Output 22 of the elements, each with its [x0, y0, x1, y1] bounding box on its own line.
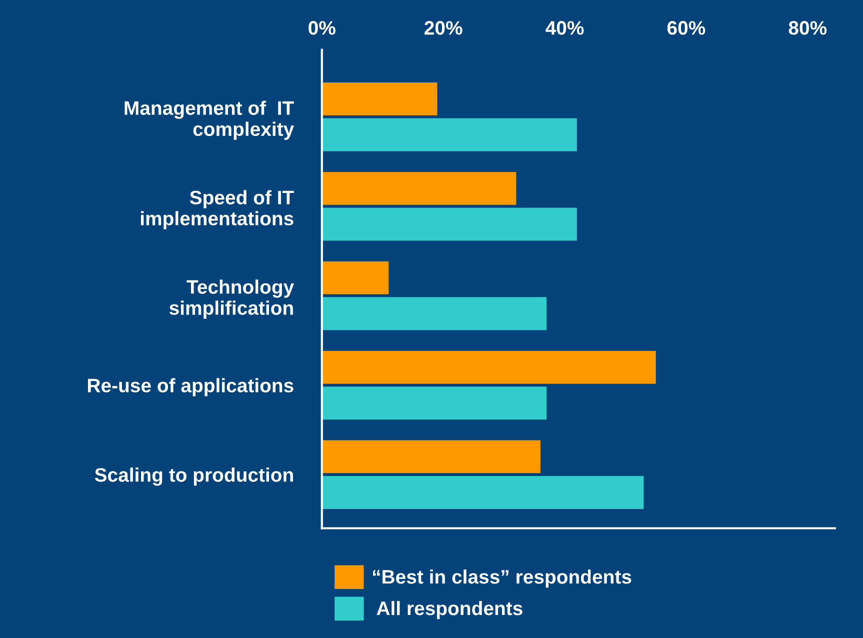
x-tick-label: 60%	[667, 21, 706, 35]
bar	[322, 172, 516, 205]
x-tick-label: 20%	[424, 21, 462, 35]
bar	[322, 82, 438, 116]
legend-label: “Best in class” respondents	[372, 569, 632, 588]
bar	[322, 440, 540, 474]
y-tick-label: Management of IT complexity	[124, 100, 294, 140]
y-tick-label: Technology simplification	[169, 280, 294, 319]
x-tick-label: 0%	[308, 21, 336, 35]
x-tick-label: 40%	[546, 21, 584, 35]
legend-label: All respondents	[376, 600, 522, 620]
bar	[322, 261, 389, 294]
bar	[322, 297, 547, 330]
y-tick-label: Speed of IT implementations	[140, 190, 294, 230]
bar	[322, 208, 577, 241]
y-tick-label: Scaling to production	[94, 468, 293, 486]
bar	[322, 350, 656, 384]
y-tick-label: Re-use of applications	[88, 378, 294, 396]
bar	[322, 118, 577, 152]
x-tick-label: 80%	[788, 21, 827, 35]
bar	[322, 386, 547, 420]
bar	[322, 476, 644, 509]
